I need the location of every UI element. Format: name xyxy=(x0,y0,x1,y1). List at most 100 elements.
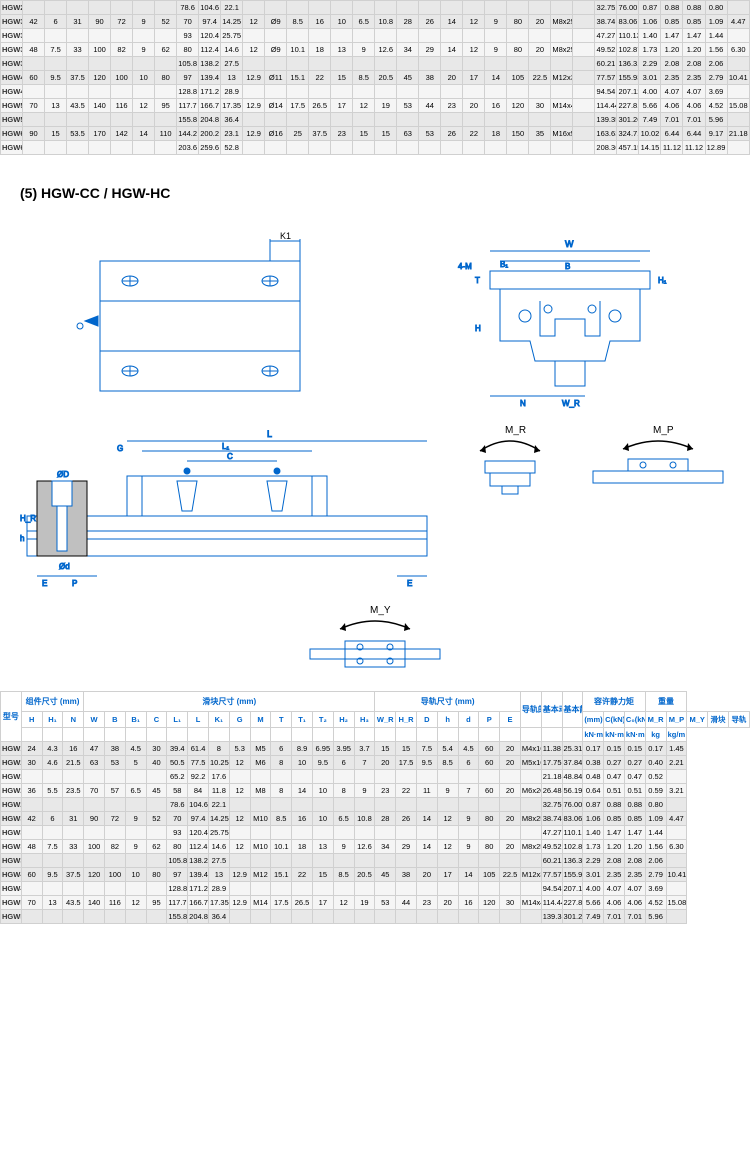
data-cell: 120 xyxy=(89,71,111,85)
data-cell xyxy=(666,910,687,924)
data-cell xyxy=(23,113,45,127)
data-cell: 8 xyxy=(271,784,292,798)
data-cell: 9 xyxy=(485,43,507,57)
data-cell: 80 xyxy=(507,43,529,57)
data-cell: 3.7 xyxy=(354,742,375,756)
data-cell xyxy=(353,85,375,99)
data-cell: 155.93 xyxy=(617,71,639,85)
data-cell xyxy=(485,113,507,127)
data-cell xyxy=(133,141,155,155)
svg-text:H: H xyxy=(475,324,481,333)
data-cell: 57 xyxy=(104,784,125,798)
data-cell xyxy=(396,854,417,868)
data-cell: 8.5 xyxy=(437,756,458,770)
data-cell xyxy=(666,882,687,896)
data-cell: 116 xyxy=(111,99,133,113)
data-cell: 97.4 xyxy=(188,812,209,826)
data-cell: 12.9 xyxy=(243,71,265,85)
data-cell xyxy=(146,882,167,896)
data-cell: 8.5 xyxy=(333,868,354,882)
data-cell: 6.5 xyxy=(353,15,375,29)
data-cell: 30 xyxy=(146,742,167,756)
data-cell: 142 xyxy=(111,127,133,141)
data-cell: 10.1 xyxy=(271,840,292,854)
data-cell xyxy=(265,1,287,15)
data-cell xyxy=(104,770,125,784)
data-cell xyxy=(229,826,250,840)
unit-header xyxy=(146,728,167,742)
data-cell: Ø14 xyxy=(265,99,287,113)
moment-my: M_Y xyxy=(300,601,450,681)
data-cell: 0.59 xyxy=(645,784,666,798)
data-cell xyxy=(63,882,84,896)
data-cell: 48 xyxy=(21,840,42,854)
data-cell: 23 xyxy=(416,896,437,910)
data-cell: 12 xyxy=(437,812,458,826)
unit-header xyxy=(250,728,271,742)
data-cell: 36.4 xyxy=(208,910,229,924)
data-cell: 15 xyxy=(396,742,417,756)
data-cell xyxy=(250,854,271,868)
data-cell: 12 xyxy=(333,896,354,910)
data-cell: 77.57 xyxy=(541,868,562,882)
data-cell: 12 xyxy=(229,840,250,854)
data-cell: 10 xyxy=(312,812,333,826)
table-row: HGW35HC105.8138.227.560.21136.312.292.08… xyxy=(1,854,750,868)
model-cell: HGW35CC xyxy=(1,840,22,854)
data-cell xyxy=(271,910,292,924)
section-title: (5) HGW-CC / HGW-HC xyxy=(0,155,750,221)
data-cell xyxy=(155,113,177,127)
data-cell: 15 xyxy=(375,742,396,756)
data-cell: 12 xyxy=(229,812,250,826)
model-cell: HGW35HB xyxy=(1,57,23,71)
data-cell: 5.66 xyxy=(583,896,604,910)
data-cell xyxy=(67,29,89,43)
data-cell: 0.80 xyxy=(705,1,727,15)
data-cell: 1.73 xyxy=(583,840,604,854)
data-cell: 1.06 xyxy=(583,812,604,826)
data-cell xyxy=(271,826,292,840)
data-cell: 9 xyxy=(125,812,146,826)
data-cell: 37.5 xyxy=(67,71,89,85)
data-cell: 0.85 xyxy=(624,812,645,826)
data-cell xyxy=(292,910,313,924)
top-spec-table: HGW25HB78.6104.622.132.7576.000.870.880.… xyxy=(0,0,750,155)
data-cell: 4.5 xyxy=(458,742,479,756)
data-cell: 47 xyxy=(84,742,105,756)
unit-header xyxy=(541,728,562,742)
data-cell: 5.4 xyxy=(437,742,458,756)
data-cell: 36 xyxy=(21,784,42,798)
data-cell: 80 xyxy=(479,812,500,826)
data-cell xyxy=(21,910,42,924)
data-cell: 20 xyxy=(500,742,521,756)
data-cell: 80 xyxy=(177,43,199,57)
data-cell xyxy=(104,910,125,924)
data-cell: 26.5 xyxy=(292,896,313,910)
data-cell: 128.8 xyxy=(177,85,199,99)
data-cell: 70 xyxy=(21,896,42,910)
data-cell xyxy=(309,141,331,155)
data-cell xyxy=(396,910,417,924)
data-cell: 104.6 xyxy=(188,798,209,812)
data-cell: 17 xyxy=(463,71,485,85)
unit-header xyxy=(458,728,479,742)
data-cell: 7.5 xyxy=(416,742,437,756)
data-cell: 6.5 xyxy=(125,784,146,798)
data-cell: 23 xyxy=(331,127,353,141)
data-cell: 2.08 xyxy=(683,57,705,71)
data-cell: 97 xyxy=(177,71,199,85)
unit-header xyxy=(375,728,396,742)
data-cell xyxy=(292,854,313,868)
data-cell: 139.4 xyxy=(199,71,221,85)
data-cell xyxy=(573,15,595,29)
data-cell xyxy=(529,29,551,43)
data-cell: 6 xyxy=(45,15,67,29)
data-cell: 171.2 xyxy=(188,882,209,896)
data-cell: 43.5 xyxy=(63,896,84,910)
data-cell xyxy=(479,910,500,924)
data-cell xyxy=(354,826,375,840)
data-cell xyxy=(292,770,313,784)
data-cell: 155.8 xyxy=(177,113,199,127)
data-cell xyxy=(333,826,354,840)
data-cell: 166.7 xyxy=(199,99,221,113)
